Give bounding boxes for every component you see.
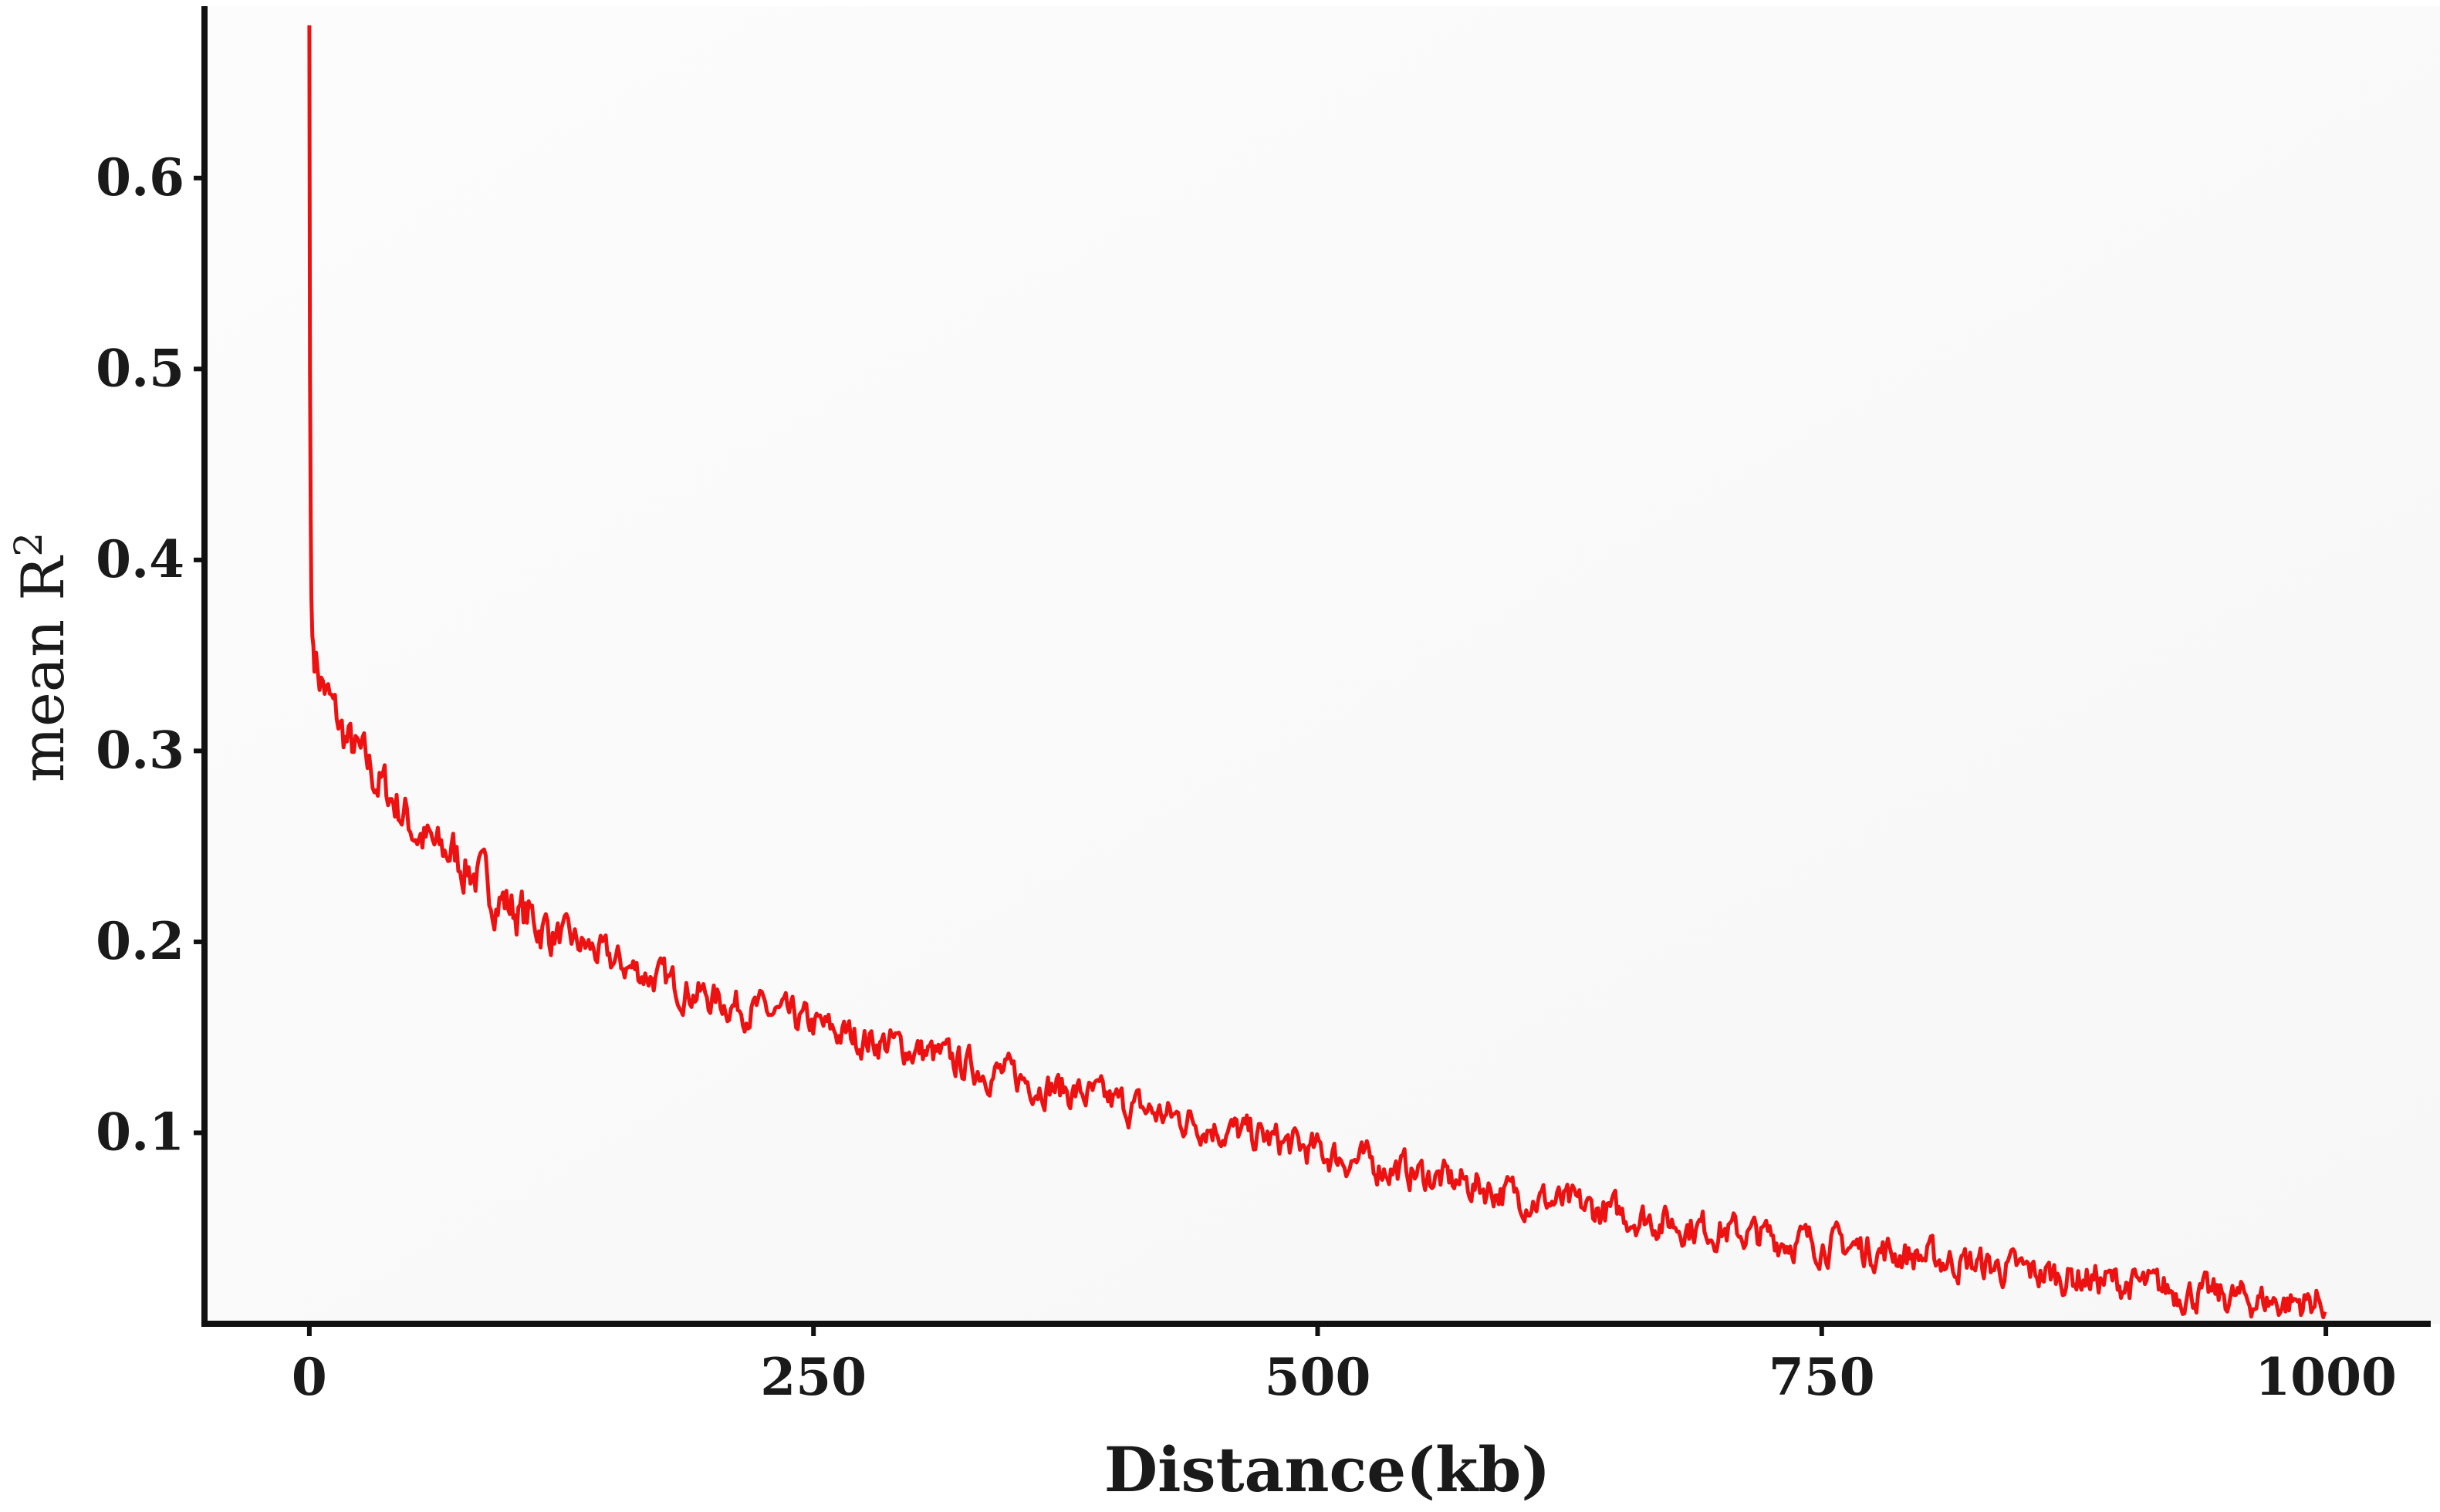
x-tick-label: 0 — [292, 1347, 327, 1407]
y-tick-label: 0.2 — [96, 911, 184, 971]
x-axis-ticks: 0 250 500 750 1000 — [292, 1324, 2397, 1407]
x-tick-label: 750 — [1769, 1347, 1875, 1407]
y-tick-label: 0.4 — [96, 529, 184, 589]
y-axis-title: mean R2 — [6, 532, 77, 783]
x-tick-label: 1000 — [2255, 1347, 2397, 1407]
x-tick-label: 500 — [1265, 1347, 1371, 1407]
x-tick-label: 250 — [760, 1347, 867, 1407]
y-tick-label: 0.3 — [96, 720, 184, 780]
y-axis-ticks: 0.1 0.2 0.3 0.4 0.5 0.6 — [96, 147, 204, 1162]
y-axis-title-superscript: 2 — [6, 532, 51, 557]
y-tick-label: 0.1 — [96, 1102, 184, 1162]
y-tick-label: 0.5 — [96, 338, 184, 398]
series-layer — [307, 25, 2327, 1320]
series-line — [307, 25, 2327, 1320]
plot-background — [204, 6, 2440, 1324]
y-tick-label: 0.6 — [96, 147, 184, 208]
x-axis-title: Distance(kb) — [1104, 1433, 1550, 1506]
y-axis-title-text: mean R — [8, 555, 77, 782]
